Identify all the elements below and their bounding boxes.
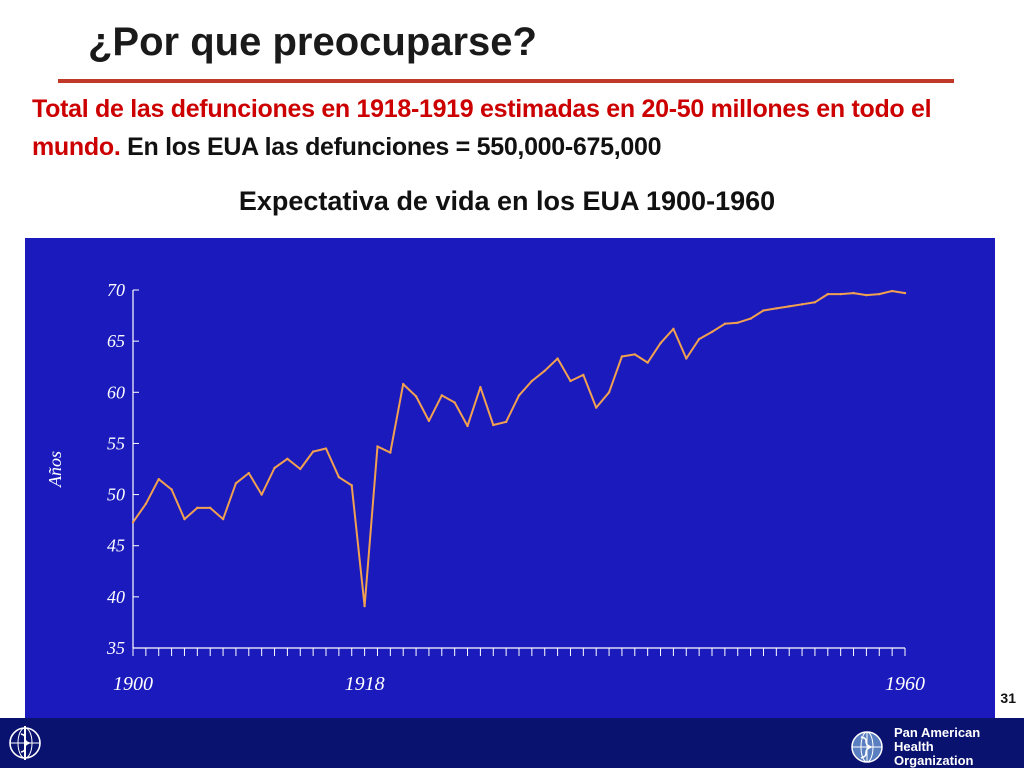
data-point [311,450,315,453]
data-point [427,419,431,423]
x-tick-label: 1900 [113,673,153,695]
data-point [749,317,752,320]
data-point [453,401,456,404]
data-point [479,385,482,389]
data-point [762,309,765,312]
data-point [620,355,624,358]
data-point [788,305,791,308]
y-tick-label: 70 [107,280,125,300]
data-point [685,357,688,360]
life-expectancy-chart: 35 40 45 50 55 60 65 70 Años 1900 1918 1960 [45,280,925,695]
data-point [466,424,469,428]
y-tick-label: 55 [107,433,125,453]
data-point [196,506,199,510]
data-point [543,369,546,373]
slide-number: 31 [1000,690,1016,706]
data-point [813,301,817,304]
y-tick-label: 45 [107,536,125,556]
data-point [659,341,662,345]
data-point [144,502,148,505]
data-point [800,303,804,306]
data-point [492,423,495,427]
title-underline [58,79,954,83]
data-point [852,291,855,295]
x-tick-label: 1960 [885,673,925,695]
data-point [299,467,302,471]
slide-subtitle: Total de las defunciones en 1918-1919 es… [32,90,992,166]
data-point [775,307,778,310]
paho-name-line-3: Organization [894,753,974,768]
data-point [890,289,894,293]
data-point [247,471,250,475]
data-point [183,517,186,521]
data-point [556,357,559,360]
data-point [736,321,739,324]
data-point [530,379,534,383]
paho-name-line-1: Pan American [894,725,981,740]
data-point [376,445,379,448]
data-point [234,482,238,485]
data-point [389,451,392,454]
data-point [273,466,276,470]
data-point [517,394,521,397]
y-tick-label: 35 [106,638,125,658]
data-point [607,391,611,394]
data-point [826,292,829,296]
data-point [865,293,868,297]
chart-panel: 35 40 45 50 55 60 65 70 Años 1900 1918 1960 [25,238,995,718]
paho-name: Pan American Health Organization [894,726,980,768]
chart-heading: Expectativa de vida en los EUA 1900-1960 [238,186,776,216]
data-point [697,337,701,341]
y-axis-label: Años [45,451,65,488]
data-point [710,330,714,334]
data-point [414,395,418,398]
data-point [221,517,225,521]
paho-name-line-2: Health [894,739,934,754]
data-point [209,506,212,510]
data-point [582,373,585,377]
data-point [903,291,907,295]
subtitle-deaths-usa: En los EUA las defunciones = 550,000-675… [127,133,662,161]
y-tick-label: 50 [107,485,125,505]
data-point [569,379,572,383]
who-emblem-icon [9,726,41,760]
y-tick-label: 40 [107,587,125,607]
data-point [157,478,160,481]
data-point [363,604,366,608]
slide-title: ¿Por que preocuparse? [88,20,537,64]
x-tick-label: 1918 [345,673,385,695]
data-point [350,484,353,487]
life-expectancy-line [132,290,906,608]
data-point [595,406,598,409]
subtitle-deaths-worldwide: Total de las defunciones en 1918-1919 es… [32,95,932,161]
data-point [504,420,508,424]
data-point [878,292,881,296]
data-point [633,353,636,356]
data-point [260,493,263,496]
data-point [723,322,727,325]
paho-globe-icon [851,731,883,763]
data-point [324,447,328,450]
y-tick-label: 65 [107,331,125,351]
data-point [440,394,443,397]
data-point [402,382,405,386]
data-point [672,327,675,331]
data-point [131,520,135,524]
y-tick-label: 60 [107,382,125,402]
data-point [646,361,649,364]
footer-bar: Pan American Health Organization [0,718,1024,768]
data-point [170,488,173,491]
data-point [286,457,289,460]
data-point [337,475,341,479]
data-point [839,292,842,296]
